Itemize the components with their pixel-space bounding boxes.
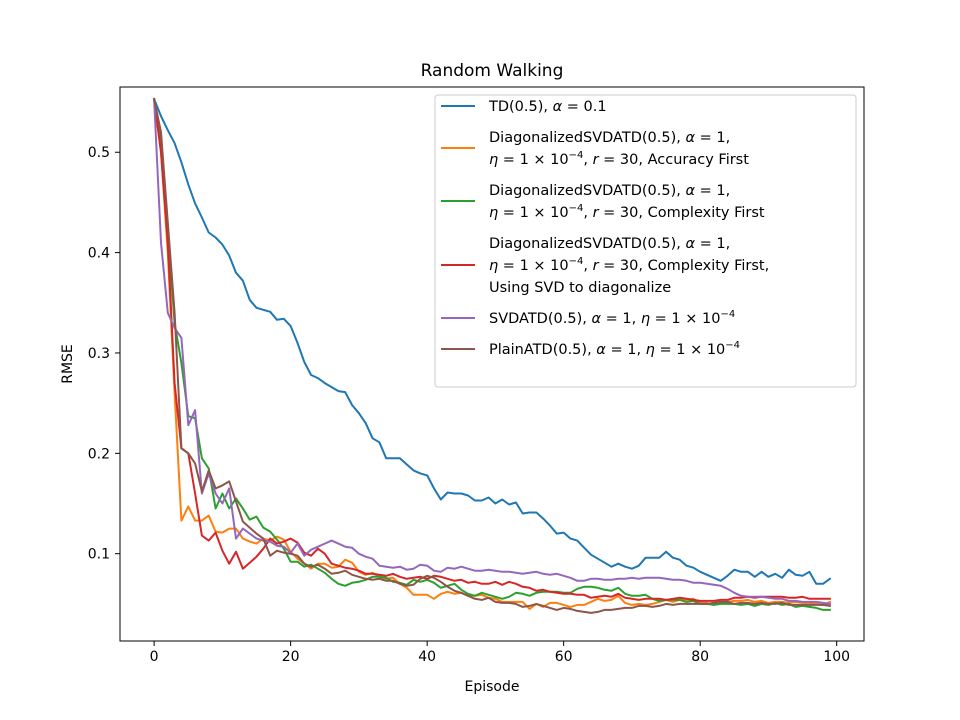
plot-frame — [119, 86, 865, 642]
x-tick-label: 100 — [823, 649, 850, 665]
x-tick-label: 60 — [555, 649, 573, 665]
legend-label-1: TD(0.5), α = 0.1 — [488, 99, 607, 115]
x-tick-label: 20 — [282, 649, 300, 665]
x-tick-label: 0 — [150, 649, 159, 665]
y-tick-label: 0.4 — [88, 246, 110, 262]
y-tick-label: 0.1 — [88, 547, 110, 563]
series-line-5 — [153, 97, 832, 606]
legend-label-5: SVDATD(0.5), α = 1, η = 1 × 10−4 — [489, 309, 735, 327]
series-line-1 — [152, 97, 832, 585]
series-line-4 — [152, 97, 831, 602]
legend-label-3: DiagonalizedSVDATD(0.5), α = 1, — [489, 183, 730, 199]
y-tick-label: 0.2 — [88, 446, 110, 462]
legend-label-2: η = 1 × 10−4, r = 30, Accuracy First — [489, 150, 749, 168]
legend-label-4: DiagonalizedSVDATD(0.5), α = 1, — [489, 236, 730, 252]
series-line-3 — [152, 97, 831, 611]
legend-label-4: η = 1 × 10−4, r = 30, Complexity First, — [489, 256, 769, 274]
y-axis: 0.1 0.2 0.3 0.4 0.5 — [88, 145, 120, 563]
series-line-6 — [152, 97, 832, 614]
x-axis-label: Episode — [465, 679, 520, 695]
legend-label-2: DiagonalizedSVDATD(0.5), α = 1, — [489, 130, 730, 146]
legend-label-4: Using SVD to diagonalize — [489, 280, 671, 296]
legend-label-3: η = 1 × 10−4, r = 30, Complexity First — [489, 203, 765, 221]
x-tick-label: 40 — [418, 649, 436, 665]
series-layer — [152, 97, 832, 614]
x-axis: 0 20 40 60 80 100 — [150, 641, 850, 665]
legend-box — [434, 94, 857, 388]
y-tick-label: 0.3 — [88, 346, 110, 362]
y-tick-label: 0.5 — [88, 145, 110, 161]
chart-title: Random Walking — [421, 61, 564, 81]
y-axis-label: RMSE — [60, 344, 76, 384]
x-tick-label: 80 — [691, 649, 709, 665]
legend-label-6: PlainATD(0.5), α = 1, η = 1 × 10−4 — [489, 340, 740, 358]
legend: TD(0.5), α = 0.1 DiagonalizedSVDATD(0.5),… — [434, 94, 857, 388]
